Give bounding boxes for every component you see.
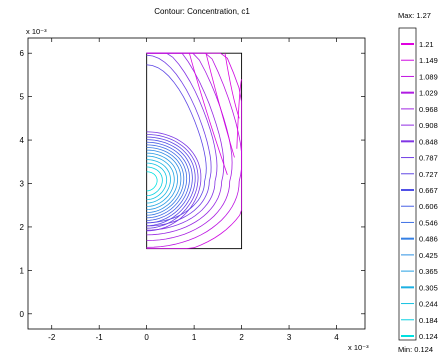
x-tick-label: -1: [96, 333, 104, 342]
contour-line-inner: [146, 131, 202, 232]
colorbar-level-label: 0.848: [419, 137, 438, 146]
contour-line-inner: [146, 155, 175, 207]
x-axis-ticks: -2 -1 0 1 2 3 4: [48, 38, 339, 342]
contour-line-inner: [146, 147, 185, 216]
y-tick-label: 4: [20, 136, 25, 145]
y-axis-ticks: 0 1 2 3 4 5 6: [20, 49, 365, 319]
colorbar-level-label: 1.21: [419, 40, 434, 49]
colorbar-level-label: 0.546: [419, 218, 438, 227]
colorbar-level-label: 0.727: [419, 170, 438, 179]
contour-line-outer: [146, 64, 207, 224]
colorbar-level-label: 0.787: [419, 154, 438, 163]
contour-line-inner: [146, 139, 193, 224]
contour-line-outer: [146, 52, 225, 236]
y-tick-label: 6: [20, 49, 25, 58]
contour-line-edge: [236, 79, 242, 149]
contour-line-outer: [146, 52, 243, 250]
contour-line-inner: [146, 144, 188, 219]
colorbar-max-label: Max: 1.27: [398, 11, 431, 20]
y-tick-label: 1: [20, 266, 25, 275]
colorbar-level-label: 0.486: [419, 235, 438, 244]
y-tick-label: 3: [20, 180, 25, 189]
colorbar-levels: 1.21 1.149 1.089 1.029 0.968 0.908 0.848 0.787 0…: [401, 40, 438, 341]
domain-rectangle: [146, 52, 243, 250]
colorbar: [398, 27, 417, 341]
x-tick-label: 3: [287, 333, 292, 342]
contour-line-inner: [146, 171, 158, 192]
contour-line-inner: [146, 152, 179, 210]
contour-line-inner: [146, 162, 168, 200]
y-axis-exponent: x 10⁻³: [26, 27, 47, 36]
colorbar-level-label: 0.968: [419, 105, 438, 114]
colorbar-level-label: 1.149: [419, 56, 438, 65]
contour-line-plume: [205, 53, 235, 158]
contour-line-inner: [146, 134, 199, 229]
colorbar-level-label: 0.244: [419, 300, 438, 309]
y-tick-label: 5: [20, 93, 25, 102]
colorbar-level-label: 1.089: [419, 72, 438, 81]
colorbar-min-label: Min: 0.124: [398, 345, 433, 354]
x-tick-label: -2: [48, 333, 56, 342]
x-tick-label: 0: [144, 333, 149, 342]
contour-line-inner: [146, 141, 190, 221]
y-tick-label: 0: [20, 310, 25, 319]
colorbar-level-label: 0.305: [419, 283, 438, 292]
contour-line-outer: [146, 52, 243, 248]
colorbar-level-label: 0.184: [419, 316, 438, 325]
contour-line-outer: [146, 54, 212, 227]
x-tick-label: 4: [334, 333, 339, 342]
colorbar-level-label: 0.606: [419, 202, 438, 211]
plot-frame: [27, 37, 366, 330]
colorbar-level-label: 1.029: [419, 89, 438, 98]
x-tick-label: 1: [192, 333, 197, 342]
chart-title: Contour: Concentration, c1: [154, 7, 250, 16]
contour-line-plume: [224, 53, 240, 119]
colorbar-level-label: 0.365: [419, 267, 438, 276]
contour-line-plume: [188, 53, 228, 175]
contour-line-outer: [146, 52, 218, 231]
contour-line-inner: [146, 166, 163, 197]
colorbar-level-label: 0.124: [419, 332, 438, 341]
contour-line-inner: [146, 149, 182, 213]
contour-line-inner: [146, 159, 171, 204]
contour-line-outer: [146, 52, 233, 241]
x-tick-label: 2: [239, 333, 244, 342]
y-tick-label: 2: [20, 223, 25, 232]
colorbar-level-label: 0.425: [419, 251, 438, 260]
contour-lines: [146, 52, 243, 250]
x-axis-exponent: x 10⁻³: [348, 343, 369, 352]
colorbar-level-label: 0.667: [419, 186, 438, 195]
colorbar-level-label: 0.908: [419, 121, 438, 130]
